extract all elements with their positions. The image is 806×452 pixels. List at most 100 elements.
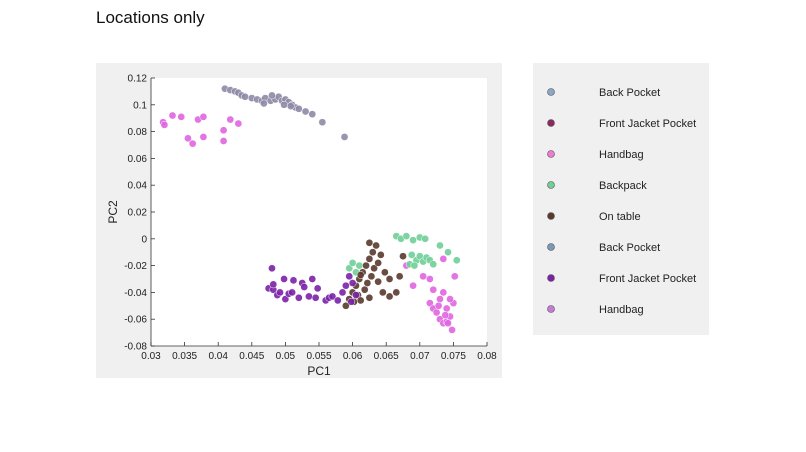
data-point <box>450 272 459 281</box>
data-point <box>342 301 350 310</box>
scatter-plot: 0.03 0.035 0.04 0.045 0.05 0.055 0.06 0.065 0.07… <box>106 74 497 379</box>
data-point <box>308 110 317 119</box>
data-point <box>374 259 382 267</box>
x-axis-label: PC1 <box>307 364 331 378</box>
x-tick-label: 0.075 <box>441 351 466 362</box>
data-point <box>301 107 310 116</box>
data-point <box>439 288 448 297</box>
data-point <box>436 241 444 250</box>
data-point <box>442 304 451 313</box>
legend-label: Back Pocket <box>599 87 660 99</box>
x-tick-label: 0.045 <box>239 351 264 362</box>
legend-marker <box>547 305 555 313</box>
data-point <box>362 261 370 270</box>
x-tick-label: 0.065 <box>374 351 399 362</box>
data-point <box>219 126 228 135</box>
data-point <box>226 115 235 124</box>
data-point <box>444 319 452 328</box>
y-tick-label: 0.08 <box>128 127 148 138</box>
data-point <box>288 288 296 297</box>
legend-marker <box>547 181 555 189</box>
y-tick-label: -0.06 <box>124 315 147 326</box>
data-point <box>444 248 452 257</box>
data-point <box>448 326 456 334</box>
legend-label: Back Pocket <box>599 242 660 254</box>
y-tick-label: 0.02 <box>128 208 148 219</box>
data-point <box>370 264 378 273</box>
data-point <box>407 251 416 259</box>
data-point <box>168 111 177 120</box>
legend-label: Handbag <box>599 304 644 316</box>
data-point <box>241 92 249 101</box>
data-point <box>365 255 374 263</box>
y-tick-label: -0.08 <box>124 342 147 353</box>
data-point <box>280 100 288 109</box>
data-point <box>188 139 197 148</box>
data-point <box>395 272 404 281</box>
data-point <box>363 279 372 287</box>
data-point <box>219 137 228 145</box>
x-tick-label: 0.05 <box>276 351 296 362</box>
data-point <box>367 272 376 281</box>
data-point <box>345 272 354 281</box>
y-tick-label: 0.04 <box>128 181 148 192</box>
data-point <box>280 275 288 283</box>
legend-label: Front Jacket Pocket <box>599 273 696 285</box>
data-point <box>410 261 419 270</box>
legend-label: On table <box>599 211 641 223</box>
data-point <box>365 238 374 247</box>
data-point <box>286 102 295 110</box>
y-axis-label: PC2 <box>106 200 120 224</box>
legend-panel: Back Pocket Front Jacket Pocket Handbag Bac… <box>533 63 709 335</box>
legend-marker <box>547 212 555 220</box>
data-point <box>347 297 356 306</box>
legend: Back Pocket Front Jacket Pocket Handbag Bac… <box>547 87 696 316</box>
data-point <box>294 104 303 113</box>
legend-marker <box>547 150 555 158</box>
data-point <box>372 241 380 250</box>
y-tick-label: -0.02 <box>124 261 147 272</box>
legend-marker <box>547 243 555 251</box>
data-point <box>260 99 268 108</box>
data-point <box>409 236 417 244</box>
x-tick-label: 0.04 <box>208 351 228 362</box>
data-point <box>268 264 276 273</box>
data-point <box>289 276 298 285</box>
x-tick-label: 0.07 <box>410 351 430 362</box>
y-tick-label: 0.06 <box>128 154 148 165</box>
legend-marker <box>547 88 555 96</box>
page-title: Locations only <box>96 8 205 27</box>
data-point <box>419 272 428 281</box>
data-point <box>340 133 349 141</box>
data-point <box>313 284 322 293</box>
data-point <box>376 251 385 259</box>
data-point <box>305 292 313 301</box>
data-point <box>446 295 454 303</box>
data-point <box>381 268 389 277</box>
data-point <box>409 281 417 290</box>
data-point <box>365 293 374 302</box>
data-point <box>276 288 284 297</box>
data-point <box>294 293 303 302</box>
data-point <box>338 288 347 297</box>
data-point <box>356 271 365 279</box>
x-tick-label: 0.08 <box>477 351 497 362</box>
data-point <box>356 296 365 305</box>
x-tick-label: 0.055 <box>306 351 331 362</box>
data-point <box>439 255 448 263</box>
data-point <box>268 91 276 100</box>
y-tick-label: -0.04 <box>124 288 147 299</box>
data-point <box>160 121 169 129</box>
y-tick-label: 0 <box>141 234 147 245</box>
x-tick-label: 0.035 <box>172 351 197 362</box>
legend-label: Front Jacket Pocket <box>599 118 696 130</box>
data-point <box>360 285 369 294</box>
x-tick-label: 0.06 <box>343 351 363 362</box>
data-point <box>199 133 208 141</box>
data-point <box>434 301 443 310</box>
legend-marker <box>547 119 555 127</box>
data-point <box>333 296 342 305</box>
data-point <box>378 288 387 297</box>
data-point <box>300 283 309 291</box>
data-point <box>402 232 411 240</box>
